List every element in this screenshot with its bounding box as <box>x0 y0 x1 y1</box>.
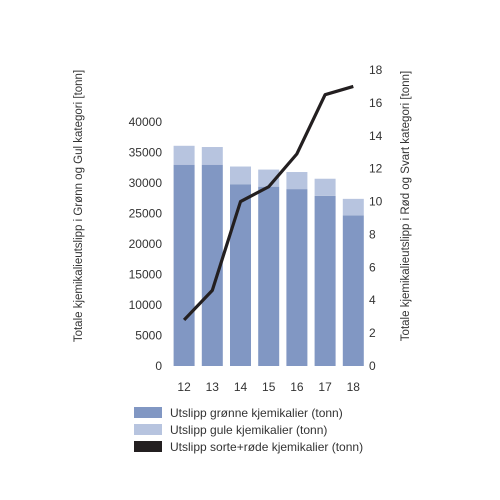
x-tick-label: 16 <box>290 380 304 394</box>
x-tick-label: 15 <box>262 380 276 394</box>
y-tick-label: 25000 <box>129 207 163 221</box>
y-tick-label: 20000 <box>129 237 163 251</box>
x-tick-label: 17 <box>318 380 332 394</box>
x-tick-label: 12 <box>177 380 191 394</box>
y2-tick-label: 10 <box>369 195 383 209</box>
right-y-axis-title: Totale kjemikalieutslipp i Rød og Svart … <box>400 71 412 341</box>
left-y-axis-title: Totale kjemikalieutslipp i Grønn og Gul … <box>73 70 85 342</box>
legend-label-yellow: Utslipp gule kjemikalier (tonn) <box>170 422 328 437</box>
bar-green <box>342 215 364 366</box>
right-y-axis-ticks: 0 2 4 6 8 10 12 14 16 18 <box>369 63 383 373</box>
bar-yellow <box>314 178 336 196</box>
legend-label-green: Utslipp grønne kjemikalier (tonn) <box>170 405 343 420</box>
y2-tick-label: 6 <box>369 260 376 274</box>
bar-yellow <box>201 147 223 165</box>
bar-green <box>286 189 308 366</box>
y2-tick-label: 18 <box>369 63 383 77</box>
legend: Utslipp grønne kjemikalier (tonn) Utslip… <box>134 404 363 455</box>
y2-tick-label: 14 <box>369 129 383 143</box>
y2-tick-label: 0 <box>369 359 376 373</box>
legend-item-green: Utslipp grønne kjemikalier (tonn) <box>134 404 363 421</box>
left-y-axis-ticks: 0 5000 10000 15000 20000 25000 30000 35000 40000 <box>129 115 163 373</box>
bar-green <box>314 195 336 366</box>
y-tick-label: 10000 <box>129 298 163 312</box>
y-tick-label: 15000 <box>129 268 163 282</box>
line-series <box>182 84 354 322</box>
bar-green <box>258 186 280 366</box>
legend-item-yellow: Utslipp gule kjemikalier (tonn) <box>134 421 363 438</box>
bar-yellow <box>342 198 364 216</box>
legend-swatch-green <box>134 407 162 418</box>
legend-swatch-yellow <box>134 424 162 435</box>
x-tick-label: 13 <box>206 380 220 394</box>
legend-label-black-red: Utslipp sorte+røde kjemikalier (tonn) <box>170 439 364 454</box>
y2-tick-label: 2 <box>369 326 376 340</box>
bars <box>173 145 364 366</box>
bar-yellow <box>230 166 251 185</box>
bar-green <box>230 184 251 366</box>
bar-yellow <box>173 145 195 165</box>
bar-green <box>173 164 195 366</box>
y2-tick-label: 4 <box>369 293 376 307</box>
y-tick-label: 40000 <box>129 115 163 129</box>
y-tick-label: 30000 <box>129 176 163 190</box>
x-tick-label: 18 <box>347 380 361 394</box>
y-tick-label: 0 <box>155 359 162 373</box>
bar-yellow <box>286 172 308 190</box>
x-axis-ticks: 12 13 14 15 16 17 18 <box>177 380 360 394</box>
y2-tick-label: 12 <box>369 162 383 176</box>
legend-item-black-red: Utslipp sorte+røde kjemikalier (tonn) <box>134 438 363 455</box>
x-tick-label: 14 <box>234 380 248 394</box>
legend-swatch-black-red <box>134 441 162 452</box>
y2-tick-label: 16 <box>369 96 383 110</box>
y-tick-label: 35000 <box>129 146 163 160</box>
bar-green <box>201 164 223 366</box>
y2-tick-label: 8 <box>369 227 376 241</box>
y-tick-label: 5000 <box>135 329 162 343</box>
